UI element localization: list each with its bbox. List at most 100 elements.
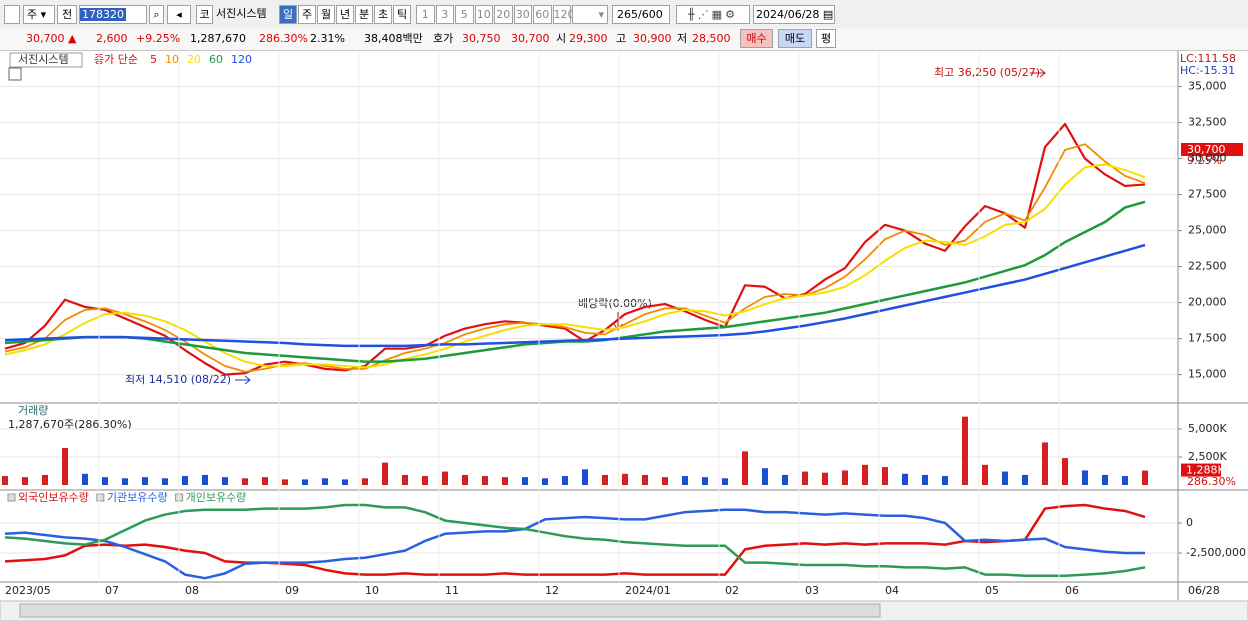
avg-button[interactable]: 평 [816, 29, 836, 48]
volume-bar [1122, 476, 1128, 485]
x-tick-label: 05 [985, 584, 999, 597]
sell: 매도 [784, 32, 806, 45]
table-icon[interactable] [8, 67, 22, 81]
period-label: 주 [301, 8, 313, 21]
search-button[interactable]: ⌕ [149, 5, 164, 24]
menu-icon[interactable] [4, 5, 20, 24]
sell-button[interactable]: 매도 [778, 29, 812, 48]
volume-bar [642, 474, 648, 485]
period-button[interactable]: 1 [416, 5, 435, 24]
y-tick-label: -2,500,000 [1186, 546, 1246, 559]
legend-entry: 120 [231, 53, 252, 66]
tool-icons[interactable]: ╫⋰▦⚙ [676, 5, 750, 24]
volume-bar [502, 477, 508, 485]
period-label: 10 [476, 8, 491, 21]
y-tick-label: 32,500 [1188, 116, 1227, 129]
period-button[interactable]: 10 [474, 5, 493, 24]
y-tick-label: 15,000 [1188, 368, 1227, 381]
volume-bar [1042, 442, 1048, 485]
y-tick-label: 20,000 [1188, 296, 1227, 309]
period-label: 월 [320, 8, 332, 21]
count-input[interactable]: 265/600 [612, 5, 670, 24]
period-label: 틱 [396, 8, 408, 21]
series-line [4, 243, 1146, 348]
volume-bar [282, 479, 288, 485]
period-button[interactable]: 월 [317, 5, 335, 24]
period-button[interactable]: 년 [336, 5, 354, 24]
code-input[interactable]: 178320 [79, 5, 147, 24]
volume-bar [522, 477, 528, 485]
period-button[interactable]: 틱 [393, 5, 411, 24]
period-button[interactable]: 5 [455, 5, 474, 24]
market: 주 [27, 8, 38, 21]
low-arrow [235, 375, 251, 385]
period-button[interactable]: 60 [533, 5, 552, 24]
high-annotation: 최고 36,250 (05/27) [934, 66, 1040, 79]
date-input[interactable]: 2024/06/28 ▤ [753, 5, 835, 24]
period-label: 일 [282, 8, 294, 21]
period-button[interactable]: 분 [355, 5, 373, 24]
period-button[interactable]: 120 [552, 5, 575, 24]
volume-bar [762, 468, 768, 485]
volume-bar [162, 478, 168, 485]
ask: 30,750 [462, 32, 501, 45]
period-button[interactable]: 주 [298, 5, 316, 24]
legend-icon [96, 493, 105, 502]
volume-title: 거래량 [18, 404, 48, 417]
volume: 1,287,670 [190, 32, 246, 45]
volume-bar [422, 476, 428, 485]
low-label: 저 [677, 32, 688, 45]
period-button[interactable]: 30 [513, 5, 532, 24]
sound-button[interactable]: ◂ [167, 5, 191, 24]
amount: 38,408백만 [364, 32, 423, 45]
high-arrow [1030, 68, 1046, 78]
period-button[interactable]: 20 [494, 5, 513, 24]
period-button[interactable]: 초 [374, 5, 392, 24]
volume-bar [62, 448, 68, 485]
ask-label: 호가 [433, 32, 454, 45]
quote-bar: 30,700 ▲ 2,600 +9.25% 1,287,670 286.30% … [0, 28, 1248, 51]
x-tick-label: 07 [105, 584, 119, 597]
lc-label: LC:111.58 [1180, 52, 1236, 65]
period-label: 5 [460, 8, 468, 21]
volume-bar [682, 476, 688, 485]
period-button[interactable]: 3 [435, 5, 454, 24]
volume-bar [782, 474, 788, 485]
current-price: 30,700 [1187, 143, 1226, 156]
legend-entry: 5 [150, 53, 157, 66]
market-select[interactable]: 주 ▾ [23, 5, 55, 24]
volume-bar [22, 477, 28, 485]
empty-select[interactable]: ▾ [572, 5, 608, 24]
buy: 매수 [746, 32, 767, 45]
turnover: 2.31% [310, 32, 345, 45]
volume-bar [1102, 474, 1108, 485]
volume-bar [862, 464, 868, 485]
x-tick-label: 08 [185, 584, 199, 597]
volume-bar [1142, 470, 1148, 485]
stock-name: 서진시스템 [216, 7, 267, 20]
current-box [1181, 143, 1243, 156]
kind-button[interactable]: 코 [196, 5, 213, 24]
volume-bar [982, 464, 988, 485]
y-tick-label: 25,000 [1188, 224, 1227, 237]
avg: 평 [820, 32, 832, 45]
volume-bar [622, 473, 628, 485]
y-tick-label: 5,000K [1188, 422, 1227, 435]
volume-bar [962, 416, 968, 485]
scroll-thumb[interactable] [19, 603, 881, 618]
period-button[interactable]: 일 [279, 5, 297, 24]
volume-bar [242, 478, 248, 485]
y-tick-label: 17,500 [1188, 332, 1227, 345]
code: 178320 [80, 8, 126, 21]
current-rate: 9.25% [1187, 154, 1222, 167]
x-tick-label: 02 [725, 584, 739, 597]
title-box [9, 52, 83, 68]
buy-button[interactable]: 매수 [740, 29, 773, 48]
period-label: 1 [421, 8, 429, 21]
x-tick-label: 2024/01 [625, 584, 671, 597]
mode-button[interactable]: 전 [57, 5, 77, 24]
volume-bar [602, 474, 608, 485]
y-tick-label: 30,000 [1188, 152, 1227, 165]
